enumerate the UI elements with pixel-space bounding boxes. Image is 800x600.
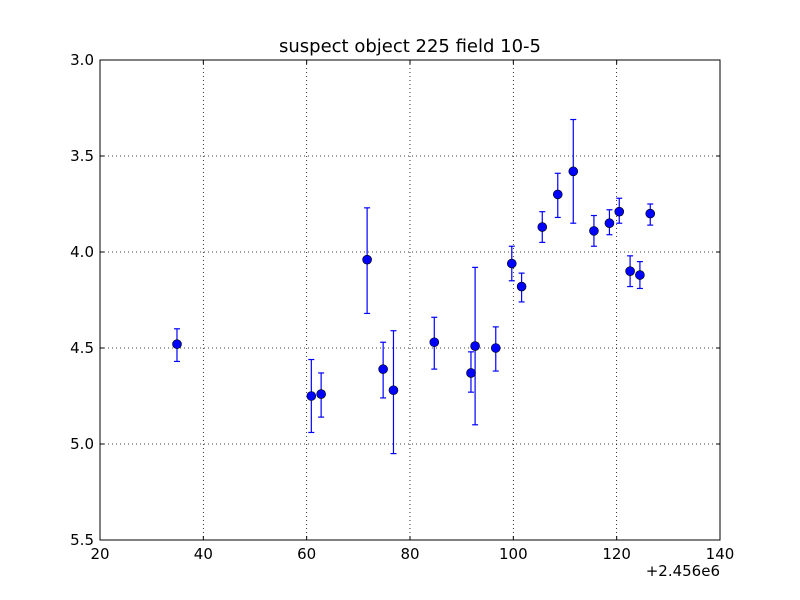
x-axis-tick-labels: 20 40 60 80 100 120 140 <box>90 545 734 563</box>
grid <box>100 60 720 540</box>
x-tick-label: 120 <box>602 545 631 563</box>
y-tick-label: 4.5 <box>70 339 94 357</box>
chart-title: suspect object 225 field 10-5 <box>279 36 541 57</box>
data-point <box>470 341 480 351</box>
y-tick-label: 5.0 <box>70 435 94 453</box>
y-tick-label: 5.5 <box>70 531 94 549</box>
data-point <box>552 189 563 200</box>
data-point <box>378 364 388 374</box>
data-point <box>388 385 399 396</box>
data-point <box>537 222 548 232</box>
y-tick-label: 3.0 <box>70 51 94 69</box>
data-point <box>604 218 615 228</box>
data-points <box>172 166 656 401</box>
data-point <box>635 270 645 280</box>
data-point <box>362 254 372 265</box>
data-point <box>645 208 656 219</box>
data-point <box>429 337 440 348</box>
data-point <box>516 281 527 292</box>
y-tick-label: 4.0 <box>70 243 94 261</box>
data-point <box>316 389 326 399</box>
data-point <box>306 391 317 401</box>
axis-ticks <box>99 59 721 541</box>
data-point <box>506 258 517 269</box>
data-point <box>625 266 635 277</box>
data-point <box>568 166 579 177</box>
x-tick-label: 40 <box>194 545 213 563</box>
data-point <box>614 206 625 217</box>
x-tick-label: 20 <box>90 545 109 563</box>
data-point <box>466 368 476 378</box>
y-tick-label: 3.5 <box>70 147 94 165</box>
data-point <box>490 343 501 353</box>
x-tick-label: 100 <box>499 545 528 563</box>
x-tick-label: 60 <box>297 545 316 563</box>
x-tick-label: 140 <box>706 545 735 563</box>
data-point <box>589 226 599 236</box>
x-tick-label: 80 <box>400 545 419 563</box>
x-axis-offset-label: +2.456e6 <box>646 562 720 580</box>
y-axis-tick-labels: 3.0 3.5 4.0 4.5 5.0 5.5 <box>70 51 94 549</box>
data-point <box>172 339 182 349</box>
